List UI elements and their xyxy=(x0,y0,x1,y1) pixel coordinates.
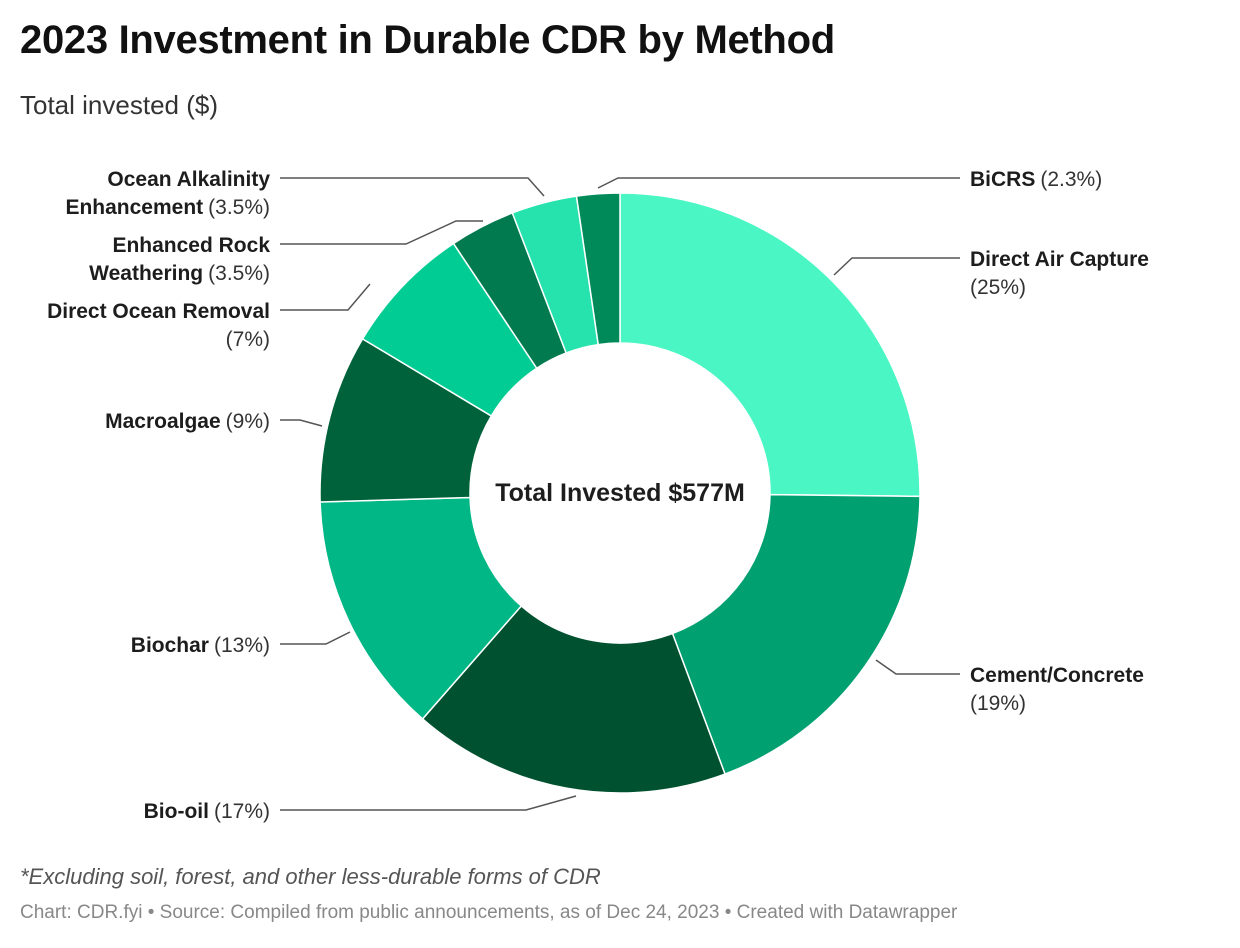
label-bicrs: BiCRS (2.3%) xyxy=(970,168,1102,191)
source-line: Chart: CDR.fyi • Source: Compiled from p… xyxy=(20,902,958,923)
label-enhanced-rock-line2: Weathering (3.5%) xyxy=(89,262,270,285)
label-bio-oil: Bio-oil (17%) xyxy=(144,800,270,823)
leader-line-bio-oil xyxy=(280,795,577,811)
label-biochar: Biochar (13%) xyxy=(131,634,270,657)
leader-line-direct-air-capture xyxy=(833,257,960,276)
label-cement-concrete: Cement/Concrete xyxy=(970,664,1144,687)
footnote: *Excluding soil, forest, and other less-… xyxy=(20,864,601,889)
chart-subtitle: Total invested ($) xyxy=(20,90,218,120)
slice-bio-oil xyxy=(421,604,726,794)
donut-slices xyxy=(319,192,921,794)
leader-line-ocean-alkalinity xyxy=(280,177,545,197)
leader-line-direct-ocean-removal xyxy=(280,283,371,311)
leader-lines xyxy=(280,177,960,811)
slice-cement-concrete xyxy=(671,493,921,775)
label-macroalgae: Macroalgae (9%) xyxy=(105,410,270,433)
value-direct-ocean-removal: (7%) xyxy=(226,328,270,351)
chart-title: 2023 Investment in Durable CDR by Method xyxy=(20,18,835,62)
leader-line-cement-concrete xyxy=(875,659,960,675)
value-direct-air-capture: (25%) xyxy=(970,276,1026,299)
leader-line-biochar xyxy=(280,631,351,645)
leader-line-bicrs xyxy=(597,177,960,189)
slice-biochar xyxy=(319,496,523,720)
label-direct-air-capture: Direct Air Capture xyxy=(970,248,1149,271)
leader-line-enhanced-rock-weathering xyxy=(280,220,483,245)
label-ocean-alkalinity-line2: Enhancement (3.5%) xyxy=(65,196,270,219)
label-ocean-alkalinity-line1: Ocean Alkalinity xyxy=(107,168,270,191)
slice-bicrs xyxy=(575,192,621,346)
leader-line-macroalgae xyxy=(280,419,323,427)
label-enhanced-rock-line1: Enhanced Rock xyxy=(112,234,270,257)
value-cement-concrete: (19%) xyxy=(970,692,1026,715)
center-label: Total Invested $577M xyxy=(495,479,745,507)
slice-direct-air-capture xyxy=(619,192,921,498)
label-direct-ocean-removal: Direct Ocean Removal xyxy=(47,300,270,323)
